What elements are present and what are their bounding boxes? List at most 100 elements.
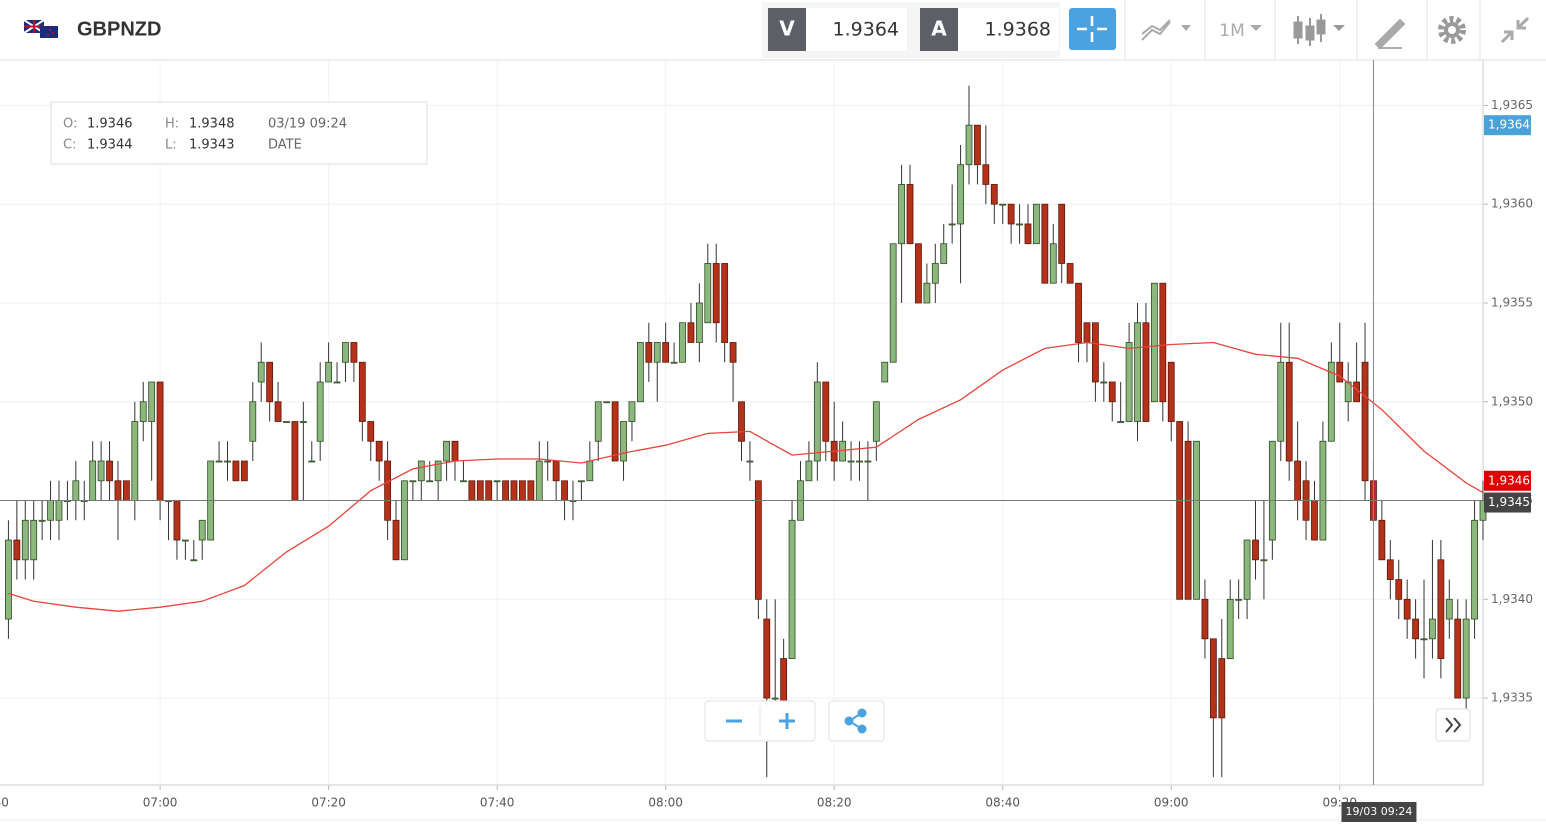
candle-body (1167, 361, 1175, 422)
candle-body (763, 618, 771, 699)
indicator-button[interactable] (1141, 19, 1191, 41)
candle-body (1386, 559, 1394, 580)
candle-body (552, 460, 560, 482)
crosshair-price-label: 1,9345 (1488, 495, 1530, 509)
candle-body (1075, 282, 1082, 343)
settings-button[interactable] (1438, 16, 1466, 44)
candle-body (982, 164, 990, 185)
zoom-in[interactable] (779, 713, 795, 729)
x-tick-label: 07:00 (143, 796, 178, 810)
current-price-box (1484, 115, 1531, 136)
candle-body (1327, 361, 1335, 442)
candle-body (55, 500, 63, 521)
candle-body (923, 282, 931, 304)
candle-body (544, 460, 552, 463)
candle-body (1108, 381, 1116, 403)
candle-body (249, 401, 257, 442)
candle-body (695, 302, 703, 343)
candle-body (367, 421, 375, 442)
candle-body (1184, 440, 1192, 600)
candle-body (1462, 618, 1470, 699)
candle-body (1226, 598, 1234, 659)
info-text: 1.9343 (189, 138, 235, 153)
candle-body (898, 184, 905, 245)
candle-body (38, 519, 46, 522)
candle-body (1150, 282, 1158, 403)
candle-body (350, 342, 358, 363)
candle-body (434, 460, 442, 482)
y-tick-label: 1,9350 (1491, 394, 1533, 408)
candle-body (1361, 361, 1369, 482)
candle-body (476, 480, 484, 501)
candle-body (1024, 223, 1032, 245)
x-tick-label: 07:40 (480, 796, 515, 810)
candle-body (645, 342, 653, 363)
candle-body (198, 519, 206, 541)
candle-body (586, 460, 594, 482)
x-tick-label: 08:40 (985, 796, 1020, 810)
zoom-controls (704, 700, 1471, 742)
candle-body (460, 480, 467, 483)
candle-body (1117, 421, 1125, 423)
y-tick-label: 1,9340 (1491, 592, 1533, 606)
candle-body (915, 243, 922, 304)
candle-body (754, 480, 762, 600)
candle-body (1091, 322, 1099, 383)
crosshair-icon (1077, 16, 1107, 42)
x-tick-label: 08:20 (817, 796, 852, 810)
candle-body (426, 480, 434, 483)
sell-button[interactable] (768, 8, 806, 51)
candle-body (409, 480, 417, 483)
candle-body (662, 342, 670, 363)
candle-body (813, 381, 821, 462)
candle-body (1378, 519, 1386, 561)
crosshair-date-box (1341, 802, 1417, 822)
moving-average (8, 341, 1484, 612)
candle-body (97, 460, 105, 482)
candle-body (906, 184, 914, 245)
candle-body (468, 480, 476, 501)
candle-body (931, 263, 939, 284)
y-tick-label: 1,9355 (1491, 295, 1533, 309)
timeframe[interactable]: 1M (1219, 21, 1244, 41)
overlay: 1,9364 1,9346 1,9345 19/03 09:24 O: 1.9346 H: 1… (50, 101, 1531, 822)
info-text: O: (63, 117, 77, 132)
candle-body (291, 421, 299, 501)
candle-body (1033, 203, 1040, 245)
candle-body (308, 460, 316, 463)
candle-body (1235, 598, 1243, 601)
candle-body (257, 361, 265, 383)
candle-body (1058, 203, 1066, 264)
flag-icon (23, 19, 58, 38)
candle-body (173, 500, 181, 541)
chart-type-button[interactable] (1293, 14, 1345, 46)
candle-body (889, 243, 897, 363)
collapse-button[interactable] (1500, 16, 1530, 44)
crosshair-button[interactable] (1069, 8, 1116, 50)
candle-body (1260, 559, 1268, 562)
buy-price: 1.9368 (985, 19, 1051, 41)
candle-body (325, 361, 333, 383)
candle-body (746, 460, 754, 463)
draw-button[interactable] (1374, 18, 1406, 50)
candle-body (974, 124, 981, 166)
candle-body (990, 184, 998, 205)
candle-body (872, 401, 880, 442)
candle-body (417, 460, 425, 482)
candle-body (620, 421, 627, 462)
candle-body (687, 322, 695, 343)
candle-body (679, 322, 686, 363)
candle-body (316, 381, 324, 442)
candle-body (72, 480, 80, 501)
candle-body (1049, 243, 1057, 284)
sell-label: V (779, 17, 795, 41)
buy-button[interactable] (920, 8, 958, 51)
candle-body (721, 263, 729, 343)
scroll-to-end[interactable] (1445, 717, 1462, 733)
crosshair-price-box (1484, 492, 1531, 513)
candle-body (384, 460, 392, 521)
candle-body (21, 519, 29, 561)
candle-body (493, 480, 501, 483)
share-button[interactable] (844, 708, 867, 734)
